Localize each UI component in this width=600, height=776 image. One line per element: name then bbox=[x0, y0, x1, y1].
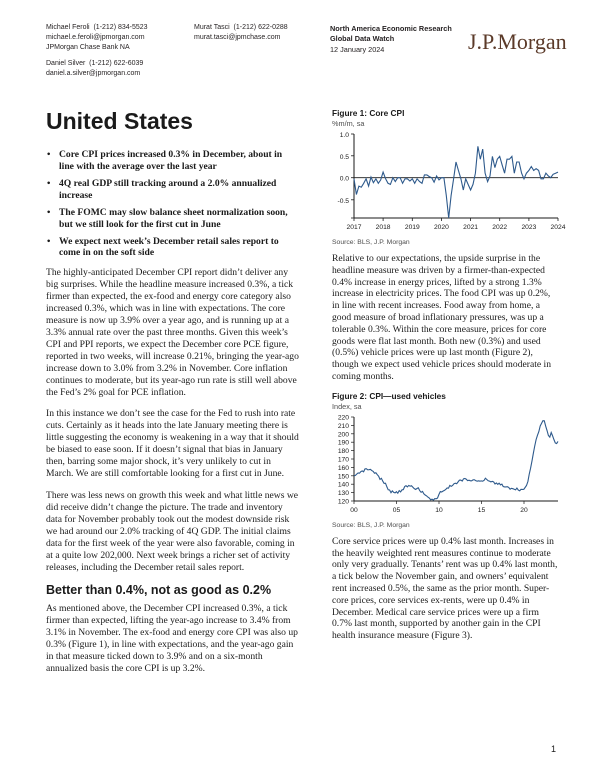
svg-text:0.0: 0.0 bbox=[340, 176, 350, 183]
svg-text:2017: 2017 bbox=[347, 224, 362, 231]
svg-text:150: 150 bbox=[338, 473, 349, 480]
svg-text:-0.5: -0.5 bbox=[337, 198, 349, 205]
svg-text:140: 140 bbox=[338, 481, 349, 488]
svg-text:2021: 2021 bbox=[463, 224, 478, 231]
svg-text:2018: 2018 bbox=[376, 224, 391, 231]
svg-text:0.5: 0.5 bbox=[340, 154, 350, 161]
svg-text:170: 170 bbox=[338, 456, 349, 463]
svg-text:20: 20 bbox=[520, 507, 528, 514]
svg-text:180: 180 bbox=[338, 448, 349, 455]
svg-text:190: 190 bbox=[338, 439, 349, 446]
svg-text:160: 160 bbox=[338, 465, 349, 472]
svg-text:210: 210 bbox=[338, 423, 349, 430]
svg-text:200: 200 bbox=[338, 431, 349, 438]
svg-text:2019: 2019 bbox=[405, 224, 420, 231]
svg-text:120: 120 bbox=[338, 498, 349, 505]
svg-text:2023: 2023 bbox=[521, 224, 536, 231]
svg-text:220: 220 bbox=[338, 414, 349, 421]
svg-text:1.0: 1.0 bbox=[340, 132, 350, 139]
svg-text:2022: 2022 bbox=[492, 224, 507, 231]
svg-text:00: 00 bbox=[350, 507, 358, 514]
svg-text:15: 15 bbox=[478, 507, 486, 514]
svg-text:10: 10 bbox=[435, 507, 443, 514]
svg-text:2020: 2020 bbox=[434, 224, 449, 231]
svg-text:05: 05 bbox=[393, 507, 401, 514]
svg-text:130: 130 bbox=[338, 490, 349, 497]
svg-text:2024: 2024 bbox=[551, 224, 566, 231]
